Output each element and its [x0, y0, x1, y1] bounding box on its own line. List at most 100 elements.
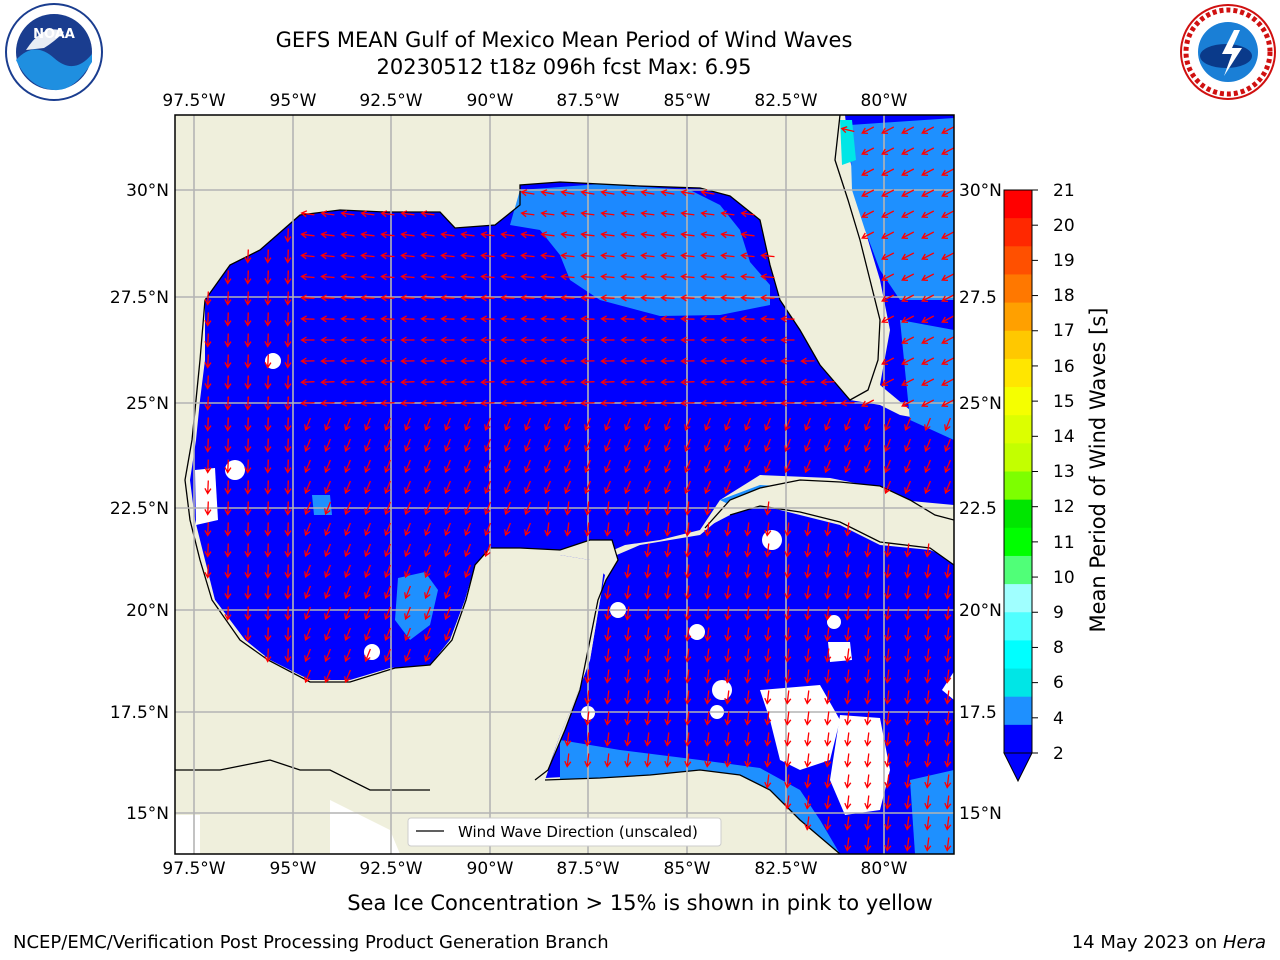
wind-wave-arrow: [604, 690, 612, 705]
wind-wave-arrow: [244, 606, 252, 621]
wind-wave-arrow: [844, 732, 852, 747]
wind-wave-arrow: [944, 417, 952, 432]
wind-wave-arrow: [944, 732, 952, 747]
wind-wave-arrow: [204, 291, 212, 306]
wind-wave-arrow: [344, 564, 352, 579]
wind-wave-arrow: [340, 252, 355, 260]
wind-wave-arrow: [644, 417, 652, 432]
lat-tick: 17.5: [959, 703, 997, 723]
colorbar-band: [1004, 302, 1032, 332]
wind-wave-arrow: [921, 336, 935, 345]
wind-wave-arrow: [424, 480, 432, 495]
wind-wave-arrow: [340, 210, 355, 218]
wind-wave-arrow: [744, 648, 752, 663]
wind-wave-arrow: [760, 378, 775, 386]
map-subtitle: 20230512 t18z 096h fcst Max: 6.95: [376, 55, 752, 79]
wind-wave-arrow: [784, 417, 792, 432]
wind-wave-arrow: [584, 690, 592, 705]
wind-wave-arrow: [740, 399, 755, 407]
wind-wave-arrow: [884, 732, 892, 747]
wind-wave-arrow: [340, 378, 355, 386]
wind-wave-arrow: [620, 273, 635, 281]
wind-wave-arrow: [620, 336, 635, 344]
wind-wave-arrow: [944, 774, 952, 789]
wind-wave-arrow: [520, 252, 535, 260]
colorbar-band: [1004, 555, 1032, 585]
wind-wave-arrow: [264, 627, 272, 642]
wind-wave-arrow: [664, 438, 672, 453]
wind-wave-arrow: [704, 732, 712, 747]
colorbar-tick: 11: [1053, 533, 1075, 553]
wind-wave-arrow: [941, 273, 954, 282]
wind-wave-arrow: [764, 774, 772, 789]
wind-wave-arrow: [424, 501, 432, 516]
wind-wave-arrow: [864, 585, 872, 600]
wind-wave-arrow: [324, 648, 332, 663]
wind-wave-arrow: [244, 564, 252, 579]
wind-wave-arrow: [204, 564, 212, 579]
wind-wave-arrow: [304, 543, 312, 558]
wind-wave-arrow: [600, 231, 615, 239]
lon-tick: 80°W: [861, 859, 908, 879]
wind-wave-arrow: [224, 333, 232, 348]
colorbar-band: [1004, 358, 1032, 388]
wind-wave-arrow: [844, 417, 852, 432]
wind-wave-arrow: [324, 459, 332, 474]
wind-wave-arrow: [344, 669, 352, 684]
wind-wave-arrow: [941, 378, 954, 387]
wind-wave-arrow: [624, 690, 632, 705]
wind-wave-arrow: [480, 252, 495, 260]
wind-wave-arrow: [504, 459, 512, 474]
wind-wave-arrow: [844, 522, 852, 537]
wind-wave-arrow: [844, 774, 852, 789]
wind-wave-arrow: [824, 585, 832, 600]
wind-wave-arrow: [604, 585, 612, 600]
wind-wave-arrow: [284, 417, 292, 432]
wind-wave-arrow: [580, 315, 595, 323]
wind-wave-arrow: [901, 147, 915, 156]
wind-wave-arrow: [540, 315, 555, 323]
wind-wave-arrow: [500, 357, 515, 365]
wind-wave-arrow: [500, 378, 515, 386]
wind-wave-arrow: [904, 753, 912, 768]
wind-wave-arrow: [364, 585, 372, 600]
wind-wave-arrow: [640, 210, 655, 218]
wind-wave-arrow: [440, 357, 455, 365]
wind-wave-arrow: [544, 480, 552, 495]
wind-wave-arrow: [724, 543, 732, 558]
wind-wave-arrow: [921, 315, 935, 324]
wind-wave-arrow: [600, 210, 615, 218]
wind-wave-arrow: [584, 753, 592, 768]
wind-wave-arrow: [344, 606, 352, 621]
wind-wave-arrow: [344, 438, 352, 453]
wind-wave-arrow: [624, 711, 632, 726]
wind-wave-arrow: [560, 399, 575, 407]
wind-wave-arrow: [684, 606, 692, 621]
wind-wave-arrow: [764, 564, 772, 579]
wind-wave-arrow: [204, 438, 212, 453]
wind-wave-arrow: [540, 336, 555, 344]
wind-wave-arrow: [881, 294, 895, 303]
wind-wave-arrow: [264, 543, 272, 558]
wind-wave-arrow: [284, 354, 292, 369]
wind-wave-arrow: [284, 606, 292, 621]
wind-wave-arrow: [624, 732, 632, 747]
wind-wave-arrow: [921, 294, 935, 303]
wind-wave-arrow: [300, 336, 315, 344]
wind-wave-arrow: [580, 336, 595, 344]
wind-wave-arrow: [284, 480, 292, 495]
wind-wave-arrow: [524, 459, 532, 474]
wind-wave-arrow: [604, 627, 612, 642]
wind-wave-arrow: [784, 459, 792, 474]
wind-wave-arrow: [224, 564, 232, 579]
wind-wave-arrow: [901, 273, 915, 282]
wind-wave-arrow: [464, 480, 472, 495]
wind-wave-arrow: [764, 732, 772, 747]
wind-wave-arrow: [580, 357, 595, 365]
colorbar-band: [1004, 246, 1032, 275]
wind-wave-arrow: [384, 522, 392, 537]
wind-wave-arrow: [904, 417, 912, 432]
wind-wave-arrow: [704, 459, 712, 474]
wind-wave-arrow: [560, 357, 575, 365]
wind-wave-arrow: [861, 168, 875, 177]
